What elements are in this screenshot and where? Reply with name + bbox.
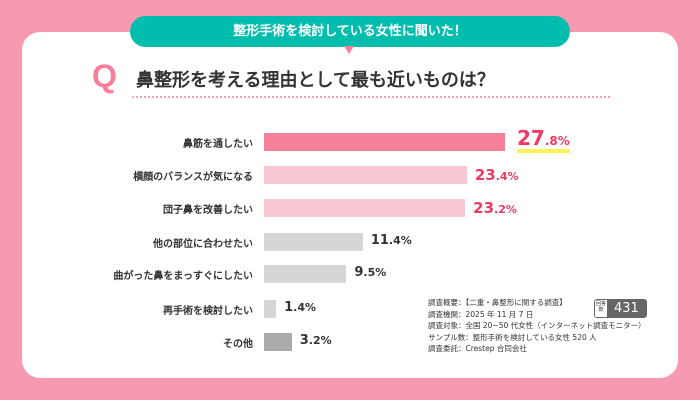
bar xyxy=(264,166,467,184)
survey-notes: 調査概要：【二重・鼻整形に関する調査】 調査機関：2025 年 11 月 7 日… xyxy=(428,297,646,355)
response-count: 431 xyxy=(607,300,646,317)
survey-line: サンプル数：整形手術を検討している女性 520 人 xyxy=(428,332,597,342)
value-label: 23.2% xyxy=(473,199,517,217)
value-int: 1 xyxy=(284,300,294,315)
value-int: 27 xyxy=(517,126,545,150)
category-label: その他 xyxy=(223,339,253,350)
bar xyxy=(264,300,277,318)
value-label: 23.4% xyxy=(475,166,519,184)
banner-pointer xyxy=(344,46,354,54)
value-dec: .2% xyxy=(494,203,517,216)
bar xyxy=(264,265,347,283)
value-dec: .5% xyxy=(363,266,387,279)
survey-line: 調査委託：Crestep 合同会社 xyxy=(428,344,527,353)
response-label: 回答数 xyxy=(595,300,607,317)
banner: 整形手術を検討している女性に聞いた！ xyxy=(130,16,570,47)
category-label: 曲がった鼻をまっすぐにしたい xyxy=(113,271,253,282)
dotted-divider xyxy=(132,96,610,98)
value-label: 1.4% xyxy=(284,300,316,315)
value-dec: .8% xyxy=(544,134,570,148)
category-label: 再手術を検討したい xyxy=(163,306,253,317)
value-label: 11.4% xyxy=(371,233,412,248)
category-label: 横顔のバランスが気になる xyxy=(133,172,253,183)
bar xyxy=(264,199,466,217)
value-label: 27.8% xyxy=(517,128,570,153)
value-dec: .4% xyxy=(293,301,317,314)
value-int: 11 xyxy=(370,233,389,248)
response-count-badge: 回答数 431 xyxy=(594,299,647,318)
value-int: 3 xyxy=(299,333,309,348)
question-title: 鼻整形を考える理由として最も近いものは？ xyxy=(136,70,495,91)
bar xyxy=(264,133,506,151)
value-int: 9 xyxy=(354,265,364,280)
survey-line: 調査機関：2025 年 11 月 7 日 xyxy=(428,309,534,319)
category-label: 他の部位に合わせたい xyxy=(153,239,253,250)
bar xyxy=(264,233,363,251)
value-dec: .4% xyxy=(495,170,519,183)
survey-line: 調査対象：全国 20~50 代女性（インターネット調査モニター） xyxy=(428,321,646,330)
value-label: 9.5% xyxy=(354,265,386,280)
category-label: 団子鼻を改善したい xyxy=(163,205,253,216)
value-dec: .2% xyxy=(308,334,332,347)
value-label: 3.2% xyxy=(300,333,332,348)
bar xyxy=(264,333,292,351)
survey-line: 調査概要：【二重・鼻整形に関する調査】 xyxy=(428,298,567,307)
value-dec: .4% xyxy=(388,234,412,247)
value-int: 23 xyxy=(474,166,496,184)
q-mark: Q xyxy=(92,58,117,94)
value-int: 23 xyxy=(473,199,495,217)
category-label: 鼻筋を通したい xyxy=(183,139,253,150)
